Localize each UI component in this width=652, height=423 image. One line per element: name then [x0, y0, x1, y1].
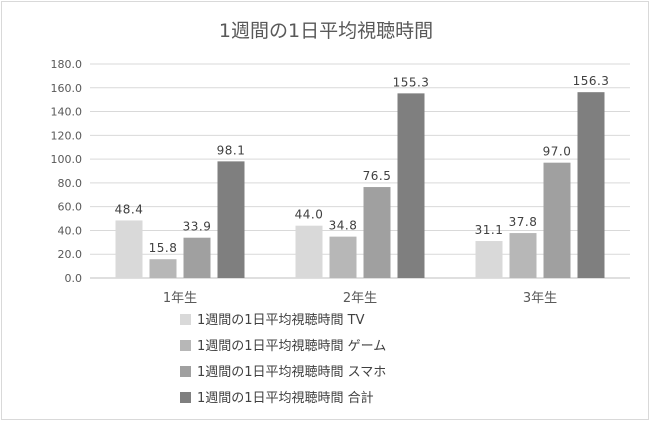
- y-tick-label: 120.0: [51, 129, 83, 142]
- bars: [115, 92, 605, 278]
- data-label: 37.8: [509, 215, 538, 229]
- legend-entry: 1週間の1日平均視聴時間 合計: [197, 390, 374, 406]
- bar-1-2: [295, 225, 323, 278]
- data-labels: 48.4 15.8 33.9 98.1 44.0 34.8 76.5 155.3 31.1 37.…: [115, 74, 610, 255]
- legend-entry: 1週間の1日平均視聴時間 スマホ: [197, 365, 386, 380]
- data-label: 48.4: [115, 202, 144, 216]
- bar-3-3: [543, 162, 571, 278]
- y-tick-label: 40.0: [58, 224, 83, 237]
- y-tick-label: 60.0: [58, 201, 83, 214]
- legend: 1週間の1日平均視聴時間 TV 1週間の1日平均視聴時間 ゲーム 1週間の1日平均視…: [180, 313, 386, 406]
- y-tick-label: 160.0: [51, 82, 83, 95]
- bar-3-1: [183, 237, 211, 278]
- category-label: 3年生: [523, 291, 557, 306]
- y-tick-label: 100.0: [51, 153, 83, 166]
- legend-swatch: [180, 366, 191, 377]
- y-tick-label: 80.0: [58, 177, 83, 190]
- y-tick-label: 0.0: [65, 272, 83, 285]
- bar-2-2: [329, 236, 357, 278]
- gridlines: [90, 63, 630, 279]
- legend-swatch: [180, 340, 191, 351]
- bar-4-3: [577, 92, 605, 278]
- data-label: 97.0: [543, 145, 572, 159]
- bar-3-2: [363, 187, 391, 278]
- bar-4-1: [217, 161, 245, 278]
- data-label: 98.1: [217, 143, 246, 157]
- y-axis: 0.0 20.0 40.0 60.0 80.0 100.0 120.0 140.0 160.0 1…: [51, 58, 83, 285]
- bar-2-3: [509, 233, 537, 278]
- legend-entry: 1週間の1日平均視聴時間 TV: [197, 313, 365, 328]
- bar-1-3: [475, 241, 503, 278]
- legend-entry: 1週間の1日平均視聴時間 ゲーム: [197, 339, 386, 354]
- data-label: 15.8: [149, 241, 178, 255]
- y-tick-label: 20.0: [58, 248, 83, 261]
- chart-title: 1週間の1日平均視聴時間: [219, 20, 433, 42]
- data-label: 33.9: [183, 220, 212, 234]
- category-label: 2年生: [343, 291, 377, 306]
- y-tick-label: 140.0: [51, 106, 83, 119]
- x-axis: 1年生 2年生 3年生: [163, 291, 557, 306]
- legend-swatch: [180, 314, 191, 325]
- data-label: 44.0: [295, 208, 324, 222]
- bar-2-1: [149, 259, 177, 278]
- data-label: 156.3: [573, 74, 610, 88]
- legend-swatch: [180, 392, 191, 403]
- data-label: 155.3: [393, 75, 430, 89]
- bar-4-2: [397, 93, 425, 278]
- category-label: 1年生: [163, 291, 197, 306]
- data-label: 31.1: [475, 223, 504, 237]
- y-tick-label: 180.0: [51, 58, 83, 71]
- bar-1-1: [115, 220, 143, 278]
- data-label: 34.8: [329, 219, 358, 233]
- data-label: 76.5: [363, 169, 392, 183]
